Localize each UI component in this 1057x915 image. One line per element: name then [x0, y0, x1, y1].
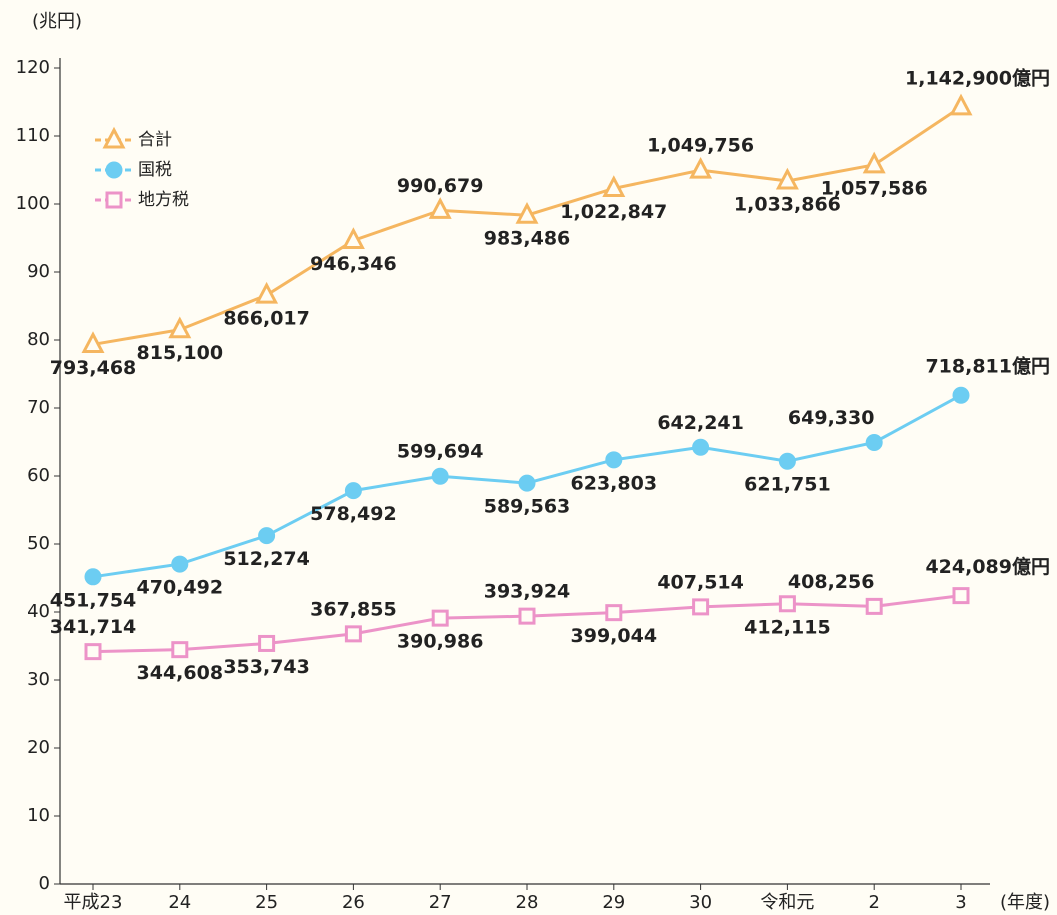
x-tick-label: 令和元 — [760, 892, 814, 913]
marker — [605, 451, 623, 469]
marker — [518, 474, 536, 492]
marker — [778, 595, 796, 613]
x-tick-label: 27 — [429, 892, 452, 913]
value-label: 344,608 — [137, 662, 224, 684]
value-label: 589,563 — [484, 496, 571, 518]
y-tick-label: 40 — [27, 601, 50, 622]
value-label: 451,754 — [50, 589, 137, 611]
value-label: 578,492 — [310, 503, 397, 525]
marker — [862, 151, 886, 174]
value-label: 983,486 — [484, 228, 571, 250]
y-tick-label: 30 — [27, 669, 50, 690]
y-tick-label: 20 — [27, 737, 50, 758]
value-label: 412,115 — [744, 616, 831, 638]
marker — [255, 281, 279, 304]
marker — [344, 482, 362, 500]
y-tick-label: 100 — [16, 193, 50, 214]
value-label: 512,274 — [223, 548, 310, 570]
marker — [168, 316, 192, 339]
marker — [344, 625, 362, 643]
marker — [952, 587, 970, 605]
y-tick-label: 110 — [16, 125, 50, 146]
x-tick-label: 25 — [255, 892, 278, 913]
marker — [515, 202, 539, 224]
x-tick-label: 29 — [602, 892, 625, 913]
value-label: 623,803 — [571, 472, 658, 494]
marker — [431, 609, 449, 627]
marker — [428, 197, 452, 219]
value-label: 1,142,900億円 — [905, 66, 1050, 89]
x-tick-label: 26 — [342, 892, 365, 913]
value-label: 599,694 — [397, 441, 484, 463]
legend-marker — [102, 126, 126, 149]
x-tick-label: 30 — [689, 892, 712, 913]
y-tick-label: 60 — [27, 465, 50, 486]
legend-marker — [105, 161, 123, 179]
marker — [689, 156, 713, 179]
y-axis-label: (兆円) — [32, 11, 82, 32]
value-label: 866,017 — [223, 308, 310, 330]
x-tick-label: 24 — [168, 892, 191, 913]
value-label: 946,346 — [310, 253, 397, 275]
legend-label: 地方税 — [138, 190, 189, 210]
value-label: 1,033,866 — [734, 193, 841, 215]
marker — [171, 555, 189, 573]
marker — [431, 467, 449, 485]
value-label: 407,514 — [657, 571, 744, 593]
value-label: 408,256 — [788, 571, 875, 593]
marker — [258, 634, 276, 652]
value-label: 1,057,586 — [821, 177, 928, 199]
legend-label: 合計 — [138, 130, 172, 150]
x-tick-label: 2 — [868, 892, 879, 913]
marker — [692, 438, 710, 456]
marker — [692, 598, 710, 616]
value-label: 990,679 — [397, 175, 484, 197]
value-label: 649,330 — [788, 407, 875, 429]
value-label: 424,089億円 — [925, 555, 1050, 578]
value-label: 341,714 — [50, 616, 137, 638]
marker — [775, 167, 799, 190]
x-tick-label: 平成23 — [64, 892, 123, 913]
value-label: 367,855 — [310, 598, 397, 620]
x-axis-label: (年度) — [1000, 892, 1050, 913]
value-label: 399,044 — [571, 625, 658, 647]
y-tick-label: 0 — [39, 873, 50, 894]
value-label: 621,751 — [744, 474, 831, 496]
marker — [778, 452, 796, 470]
y-tick-label: 90 — [27, 261, 50, 282]
marker — [605, 604, 623, 622]
y-tick-label: 10 — [27, 805, 50, 826]
legend-marker — [105, 191, 123, 209]
value-label: 353,743 — [223, 656, 310, 678]
marker — [171, 641, 189, 659]
value-label: 793,468 — [50, 357, 137, 379]
y-tick-label: 70 — [27, 397, 50, 418]
x-tick-label: 28 — [516, 892, 539, 913]
x-tick-label: 3 — [955, 892, 966, 913]
marker — [84, 643, 102, 661]
marker — [84, 568, 102, 586]
marker — [949, 93, 973, 116]
value-label: 393,924 — [484, 581, 571, 603]
y-tick-label: 50 — [27, 533, 50, 554]
value-label: 1,022,847 — [560, 201, 667, 223]
marker — [258, 527, 276, 545]
value-label: 642,241 — [657, 412, 744, 434]
value-label: 470,492 — [137, 577, 224, 599]
y-tick-label: 80 — [27, 329, 50, 350]
value-label: 1,049,756 — [647, 135, 754, 157]
marker — [518, 607, 536, 625]
legend-label: 国税 — [138, 160, 172, 180]
value-label: 390,986 — [397, 631, 484, 653]
marker — [865, 597, 883, 615]
value-label: 718,811億円 — [925, 355, 1050, 378]
marker — [602, 175, 626, 197]
y-tick-label: 120 — [16, 57, 50, 78]
marker — [81, 331, 105, 353]
marker — [865, 433, 883, 451]
value-label: 815,100 — [137, 342, 224, 364]
marker — [952, 386, 970, 404]
marker — [341, 227, 365, 249]
